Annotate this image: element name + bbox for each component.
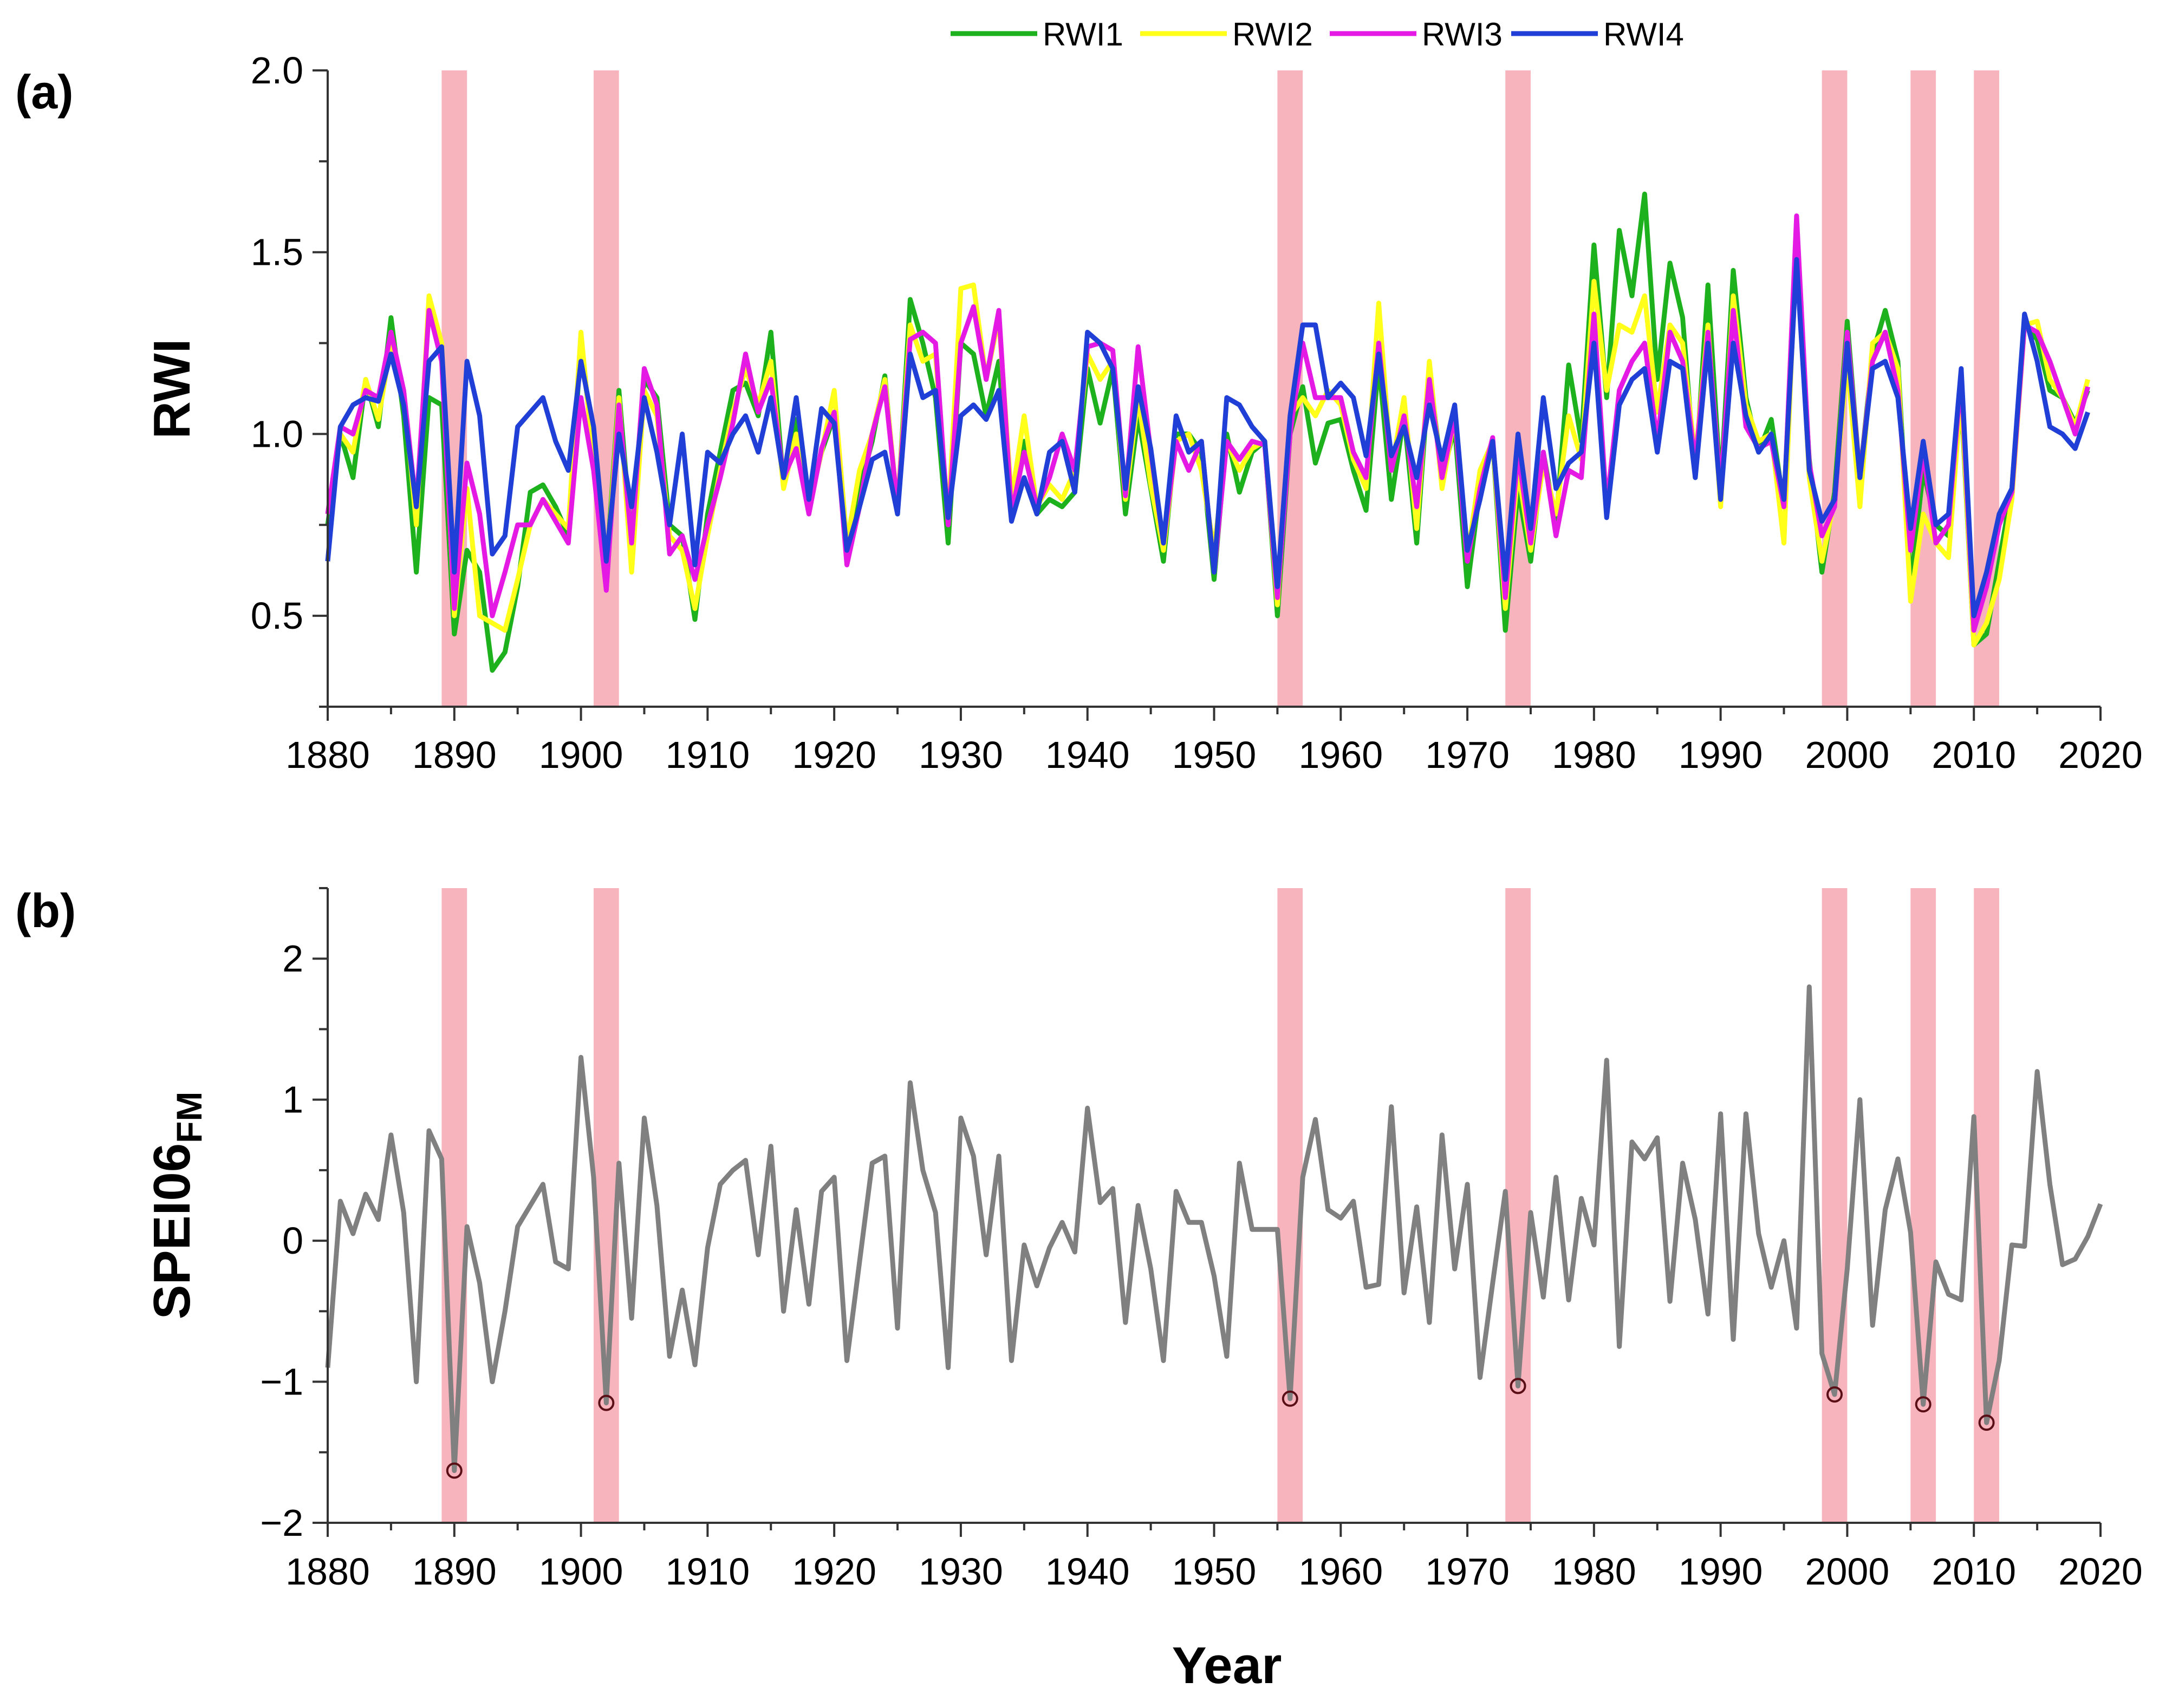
legend-label-rwi3: RWI3 <box>1422 16 1503 53</box>
x-tick-label: 1940 <box>1045 734 1130 776</box>
x-tick-label: 1920 <box>792 1550 876 1593</box>
panel-a-label: (a) <box>15 65 74 119</box>
x-tick-label: 1960 <box>1298 1550 1383 1593</box>
series-group-a <box>325 191 2090 673</box>
drought-point-marker <box>1978 1414 1995 1431</box>
panel-a: (a) 0.5 1.0 1.5 2.0 1880 1890 1900 1910 1920 193… <box>15 16 2143 776</box>
x-tick-label: 1900 <box>539 734 623 776</box>
drought-band <box>1910 70 1936 707</box>
x-ticks-a: 1880 1890 1900 1910 1920 1930 1940 1950 1960 1970… <box>285 707 2143 776</box>
x-tick-label: 1900 <box>539 1550 623 1593</box>
x-tick-label: 1940 <box>1045 1550 1130 1593</box>
x-tick-label: 1880 <box>285 1550 370 1593</box>
y-tick-label: −2 <box>260 1502 303 1544</box>
legend-label-rwi4: RWI4 <box>1603 16 1684 53</box>
x-tick-label: 1910 <box>665 1550 750 1593</box>
drought-point-marker <box>446 1462 463 1479</box>
x-tick-label: 2020 <box>2058 734 2143 776</box>
x-tick-label: 2010 <box>1932 734 2016 776</box>
drought-point-marker <box>1915 1396 1932 1413</box>
x-tick-label: 1970 <box>1425 1550 1510 1593</box>
drought-band <box>1910 888 1936 1523</box>
series-group-b <box>325 984 2103 1474</box>
legend-label-rwi2: RWI2 <box>1232 16 1313 53</box>
y-tick-label: 1.5 <box>251 231 303 273</box>
highlighted-points <box>446 1378 1995 1479</box>
y-tick-label: 0 <box>282 1220 303 1262</box>
drought-band <box>1822 888 1848 1523</box>
x-tick-label: 1960 <box>1298 734 1383 776</box>
y-axis-title-b: SPEI06FM <box>143 1092 209 1320</box>
drought-point-marker <box>1282 1390 1298 1407</box>
x-tick-label: 1910 <box>665 734 750 776</box>
x-tick-label: 1930 <box>919 734 1003 776</box>
x-tick-label: 2010 <box>1932 1550 2016 1593</box>
x-tick-label: 1930 <box>919 1550 1003 1593</box>
x-ticks-b: 1880 1890 1900 1910 1920 1930 1940 1950 1960 1970… <box>285 1523 2143 1593</box>
drought-band <box>1277 70 1303 707</box>
y-ticks-a: 0.5 1.0 1.5 2.0 <box>251 49 328 708</box>
x-tick-label: 1950 <box>1172 1550 1257 1593</box>
x-tick-label: 1990 <box>1679 734 1763 776</box>
series-line-spei06fm <box>325 984 2103 1474</box>
x-tick-label: 1970 <box>1425 734 1510 776</box>
legend: RWI1 RWI2 RWI3 RWI4 <box>951 16 1684 53</box>
y-axis-title-b-subscript: FM <box>169 1092 209 1143</box>
panel-b-label: (b) <box>15 884 76 937</box>
drought-point-marker <box>598 1394 615 1411</box>
drought-bands-a <box>441 70 1999 707</box>
y-axis-title-a: RWI <box>143 339 201 439</box>
y-tick-label: −1 <box>260 1361 303 1403</box>
x-tick-label: 1890 <box>412 1550 497 1593</box>
y-ticks-b: −2 −1 0 1 2 <box>260 887 328 1544</box>
x-axis-title: Year <box>1172 1637 1282 1694</box>
y-tick-label: 2.0 <box>251 49 303 92</box>
x-tick-label: 2000 <box>1805 734 1890 776</box>
x-tick-label: 1920 <box>792 734 876 776</box>
drought-bands-b <box>441 888 1999 1523</box>
x-tick-label: 1890 <box>412 734 497 776</box>
x-tick-label: 2000 <box>1805 1550 1890 1593</box>
x-tick-label: 1980 <box>1552 734 1636 776</box>
drought-band <box>593 70 619 707</box>
legend-label-rwi1: RWI1 <box>1043 16 1123 53</box>
x-tick-label: 2020 <box>2058 1550 2143 1593</box>
series-line-rwi4 <box>325 257 2090 618</box>
drought-band <box>1505 888 1531 1523</box>
x-tick-label: 1990 <box>1679 1550 1763 1593</box>
drought-band <box>1277 888 1303 1523</box>
panel-b: (b) −2 −1 0 1 2 1880 1890 1900 1910 1920 1930 1940… <box>15 884 2143 1694</box>
y-tick-label: 1.0 <box>251 413 303 455</box>
drought-point-marker <box>1826 1386 1843 1403</box>
x-tick-label: 1950 <box>1172 734 1257 776</box>
drought-point-marker <box>1510 1378 1526 1394</box>
y-tick-label: 0.5 <box>251 595 303 637</box>
y-tick-label: 2 <box>282 937 303 980</box>
x-tick-label: 1880 <box>285 734 370 776</box>
y-tick-label: 1 <box>282 1079 303 1121</box>
x-tick-label: 1980 <box>1552 1550 1636 1593</box>
y-axis-title-b-main: SPEI06 <box>143 1143 201 1320</box>
